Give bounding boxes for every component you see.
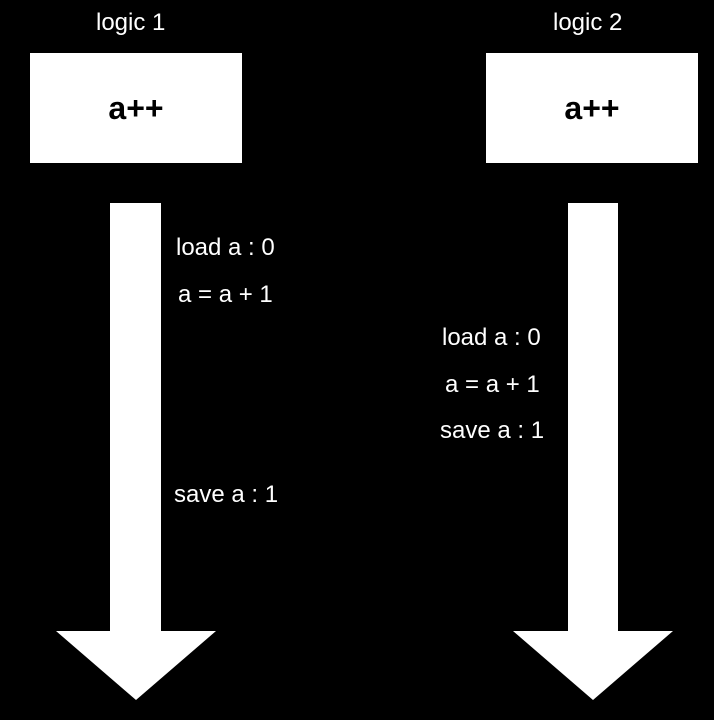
lane-2-operation-box: a++ (486, 53, 698, 163)
lane-1-step-save: save a : 1 (174, 481, 279, 508)
lane-2-timeline-arrow (513, 203, 673, 700)
lane-2-step-load: load a : 0 (442, 324, 541, 351)
lane-2-step-save: save a : 1 (440, 417, 545, 444)
lane-1-step-increment: a = a + 1 (178, 281, 273, 308)
lane-1-operation-label: a++ (108, 89, 164, 126)
lane-2-title: logic 2 (553, 9, 623, 36)
lane-1-timeline-arrow (56, 203, 216, 700)
lane-1-title: logic 1 (96, 9, 166, 36)
lane-2-step-increment: a = a + 1 (445, 371, 540, 398)
lane-1-step-load: load a : 0 (176, 234, 275, 261)
lane-1-operation-box: a++ (30, 53, 242, 163)
lane-2-operation-label: a++ (564, 89, 620, 126)
